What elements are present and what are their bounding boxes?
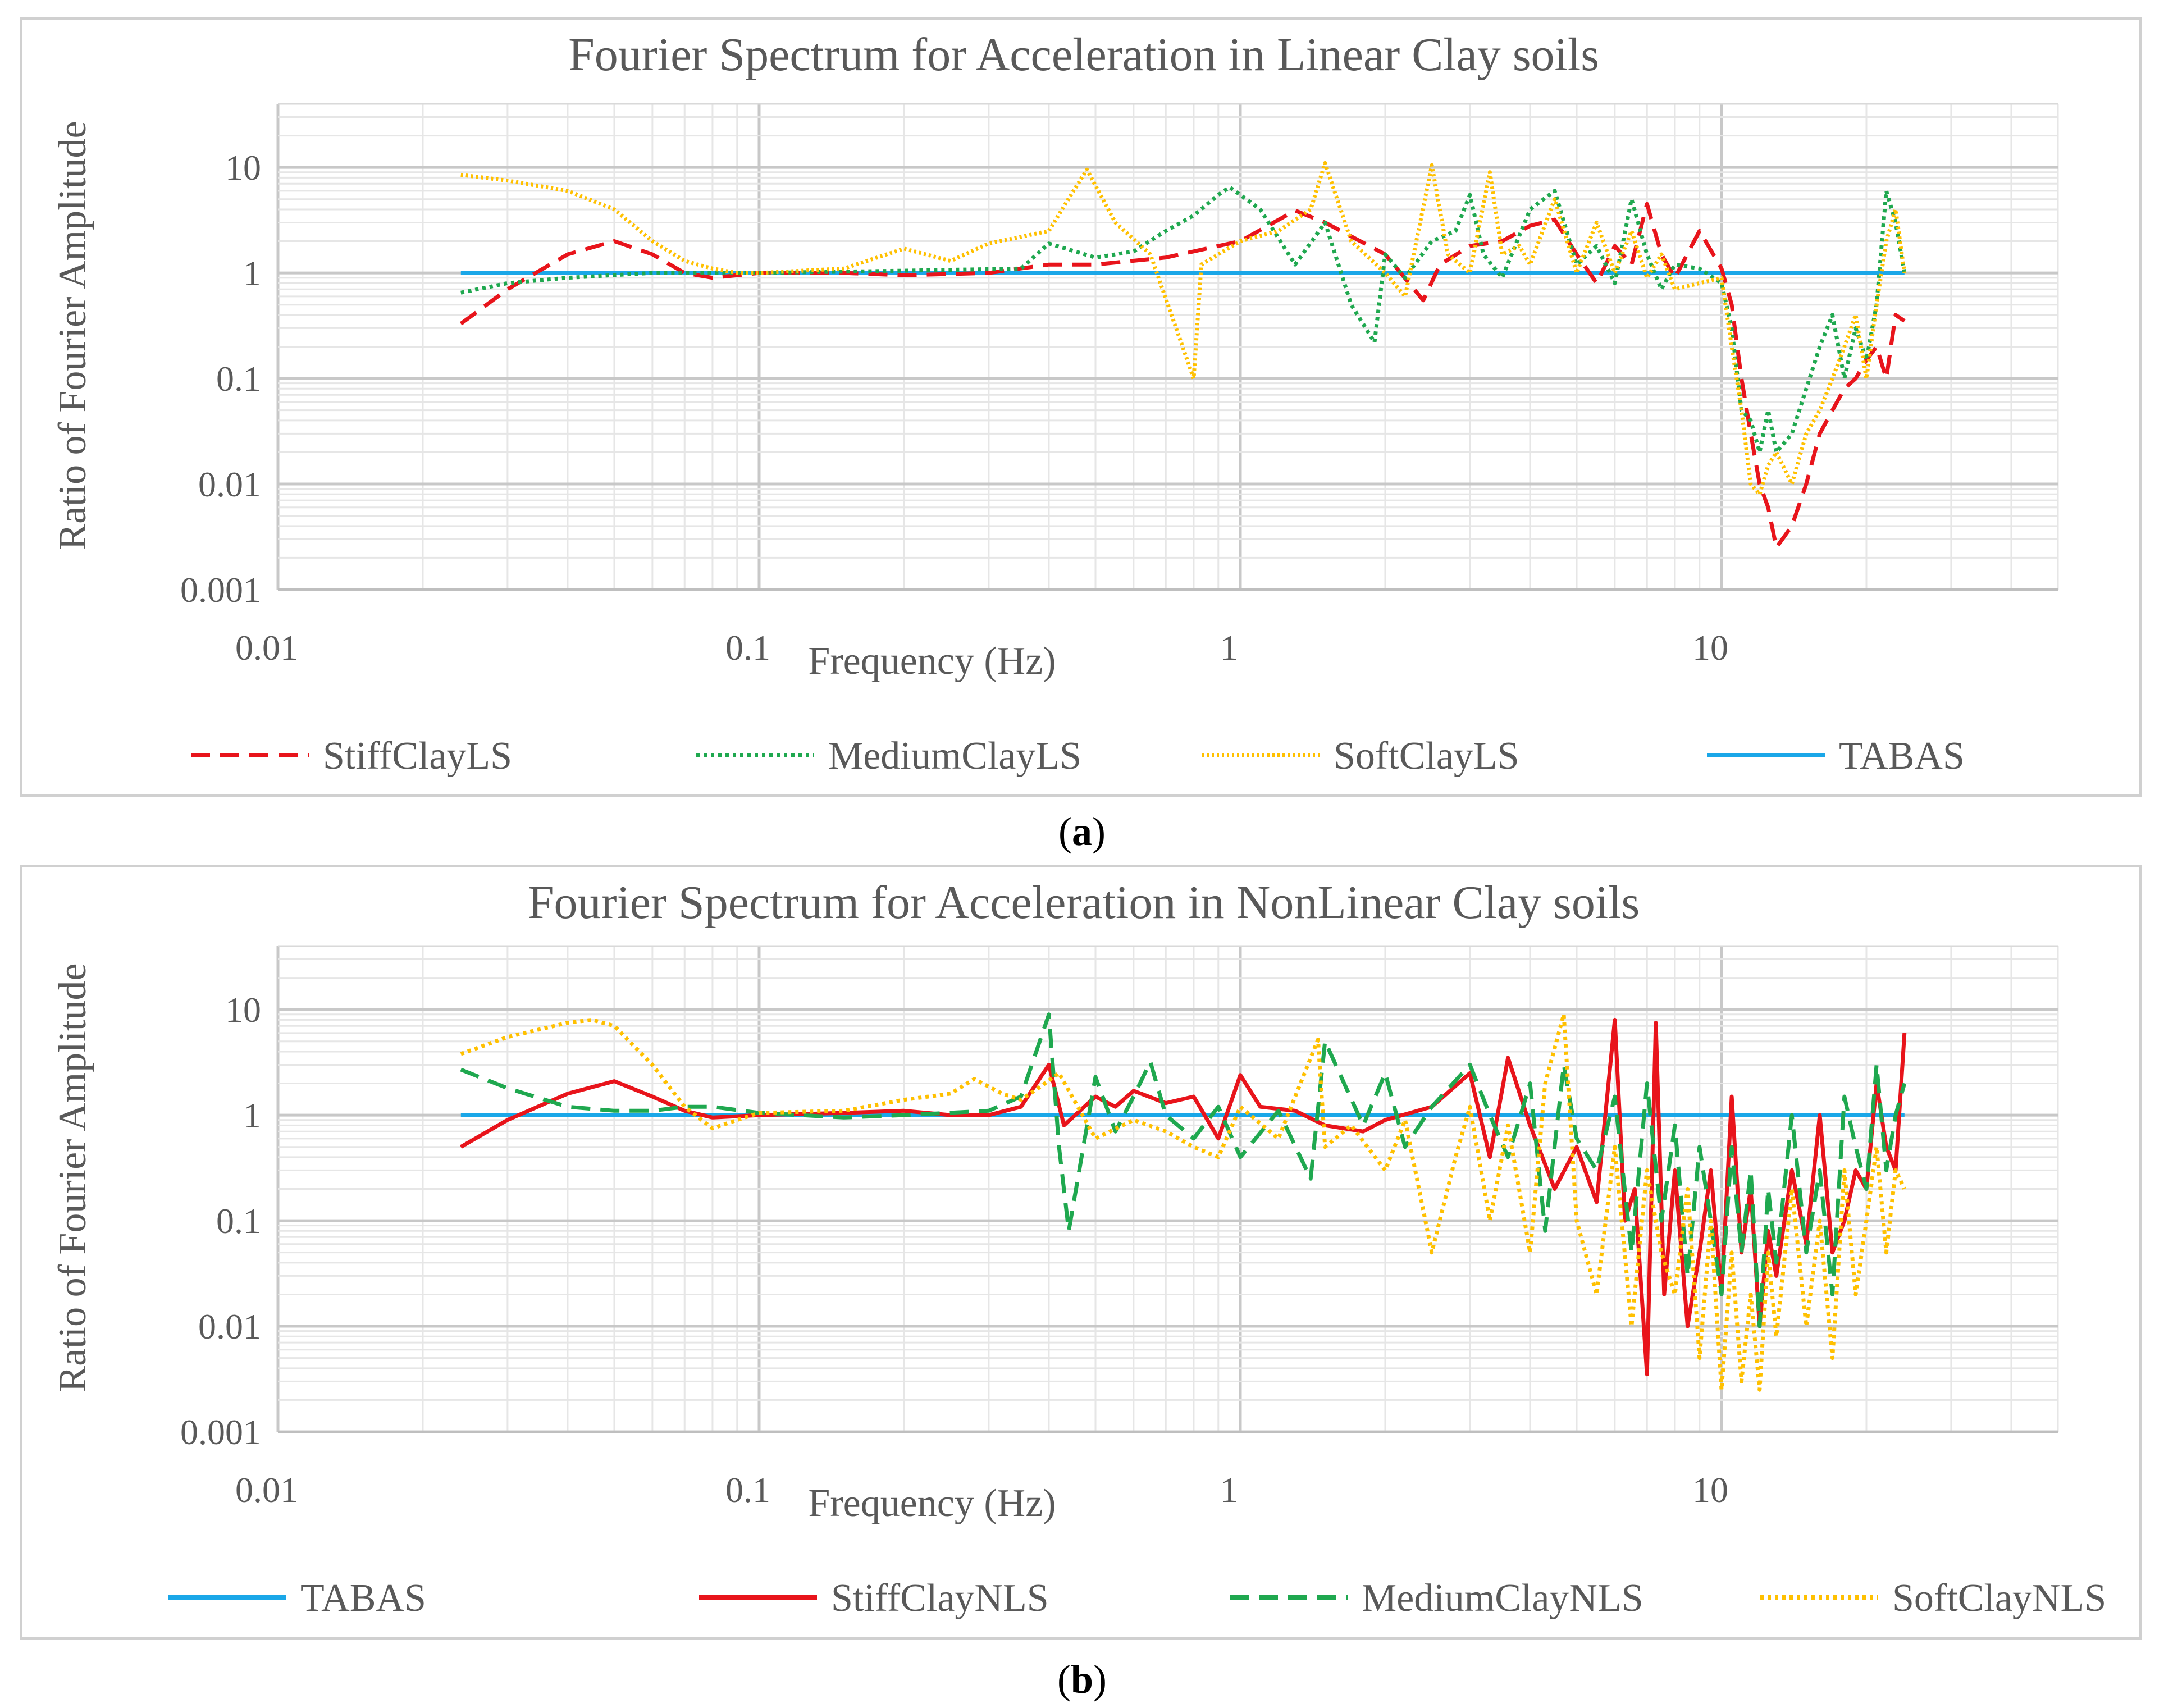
x-tick-label: 0.01 bbox=[235, 628, 298, 668]
caption-a-open: ( bbox=[1058, 809, 1072, 854]
series-group bbox=[460, 1012, 1907, 1392]
y-tick-label: 0.01 bbox=[198, 1307, 261, 1346]
legend-label-stiffclayls: StiffClayLS bbox=[323, 734, 512, 778]
series-line-stiffclaynls bbox=[460, 1017, 1907, 1377]
legend-label-softclayls: SoftClayLS bbox=[1334, 734, 1519, 778]
chart-title: Fourier Spectrum for Acceleration in Non… bbox=[528, 876, 1640, 929]
y-axis-label: Ratio of Fourier Amplitude bbox=[51, 963, 94, 1392]
caption-a-close: ) bbox=[1092, 809, 1106, 854]
caption-a-letter: a bbox=[1072, 809, 1092, 854]
x-tick-label: 10 bbox=[1692, 628, 1728, 668]
chart-a: Fourier Spectrum for Acceleration in Lin… bbox=[51, 29, 2059, 778]
caption-b-letter: b bbox=[1070, 1657, 1094, 1702]
caption-b: (b) bbox=[0, 1656, 2164, 1703]
y-tick-label: 0.01 bbox=[198, 464, 261, 504]
y-tick-label: 0.001 bbox=[180, 570, 261, 610]
legend-label-tabas: TABAS bbox=[300, 1577, 426, 1620]
series-line-softclaynls bbox=[460, 1012, 1906, 1392]
legend-label-mediumclaynls: MediumClayNLS bbox=[1362, 1577, 1643, 1620]
chart-panel-a: Fourier Spectrum for Acceleration in Lin… bbox=[20, 17, 2142, 797]
x-axis-label: Frequency (Hz) bbox=[808, 1482, 1056, 1525]
legend-label-mediumclayls: MediumClayLS bbox=[828, 734, 1081, 778]
x-tick-label: 1 bbox=[1220, 1470, 1238, 1510]
legend-label-stiffclaynls: StiffClayNLS bbox=[831, 1577, 1049, 1620]
y-tick-label: 1 bbox=[243, 253, 261, 293]
y-tick-label: 0.1 bbox=[216, 1201, 261, 1241]
caption-a: (a) bbox=[0, 809, 2164, 855]
series-line-stiffclayls bbox=[459, 202, 1906, 550]
chart-title: Fourier Spectrum for Acceleration in Lin… bbox=[568, 29, 1599, 81]
legend-label-softclaynls: SoftClayNLS bbox=[1892, 1577, 2106, 1620]
legend-label-tabas: TABAS bbox=[1839, 734, 1965, 778]
x-tick-label: 1 bbox=[1220, 628, 1238, 668]
x-tick-label: 10 bbox=[1692, 1470, 1728, 1510]
caption-b-open: ( bbox=[1057, 1657, 1071, 1702]
y-tick-label: 0.1 bbox=[216, 359, 261, 399]
chart-panel-b: Fourier Spectrum for Acceleration in Non… bbox=[20, 865, 2142, 1640]
x-tick-label: 0.01 bbox=[235, 1470, 298, 1510]
x-axis-label: Frequency (Hz) bbox=[808, 640, 1056, 683]
gridlines bbox=[276, 103, 2059, 591]
series-line-mediumclayls bbox=[460, 185, 1907, 454]
caption-b-close: ) bbox=[1093, 1657, 1107, 1702]
y-tick-label: 10 bbox=[225, 990, 261, 1030]
x-tick-label: 0.1 bbox=[725, 628, 770, 668]
y-tick-label: 0.001 bbox=[180, 1412, 261, 1452]
chart-b: Fourier Spectrum for Acceleration in Non… bbox=[51, 876, 2106, 1620]
y-axis-label: Ratio of Fourier Amplitude bbox=[51, 121, 94, 550]
x-tick-label: 0.1 bbox=[725, 1470, 770, 1510]
series-group bbox=[459, 161, 1907, 550]
series-line-softclayls bbox=[460, 161, 1907, 496]
y-tick-label: 1 bbox=[243, 1095, 261, 1135]
y-tick-label: 10 bbox=[225, 148, 261, 188]
